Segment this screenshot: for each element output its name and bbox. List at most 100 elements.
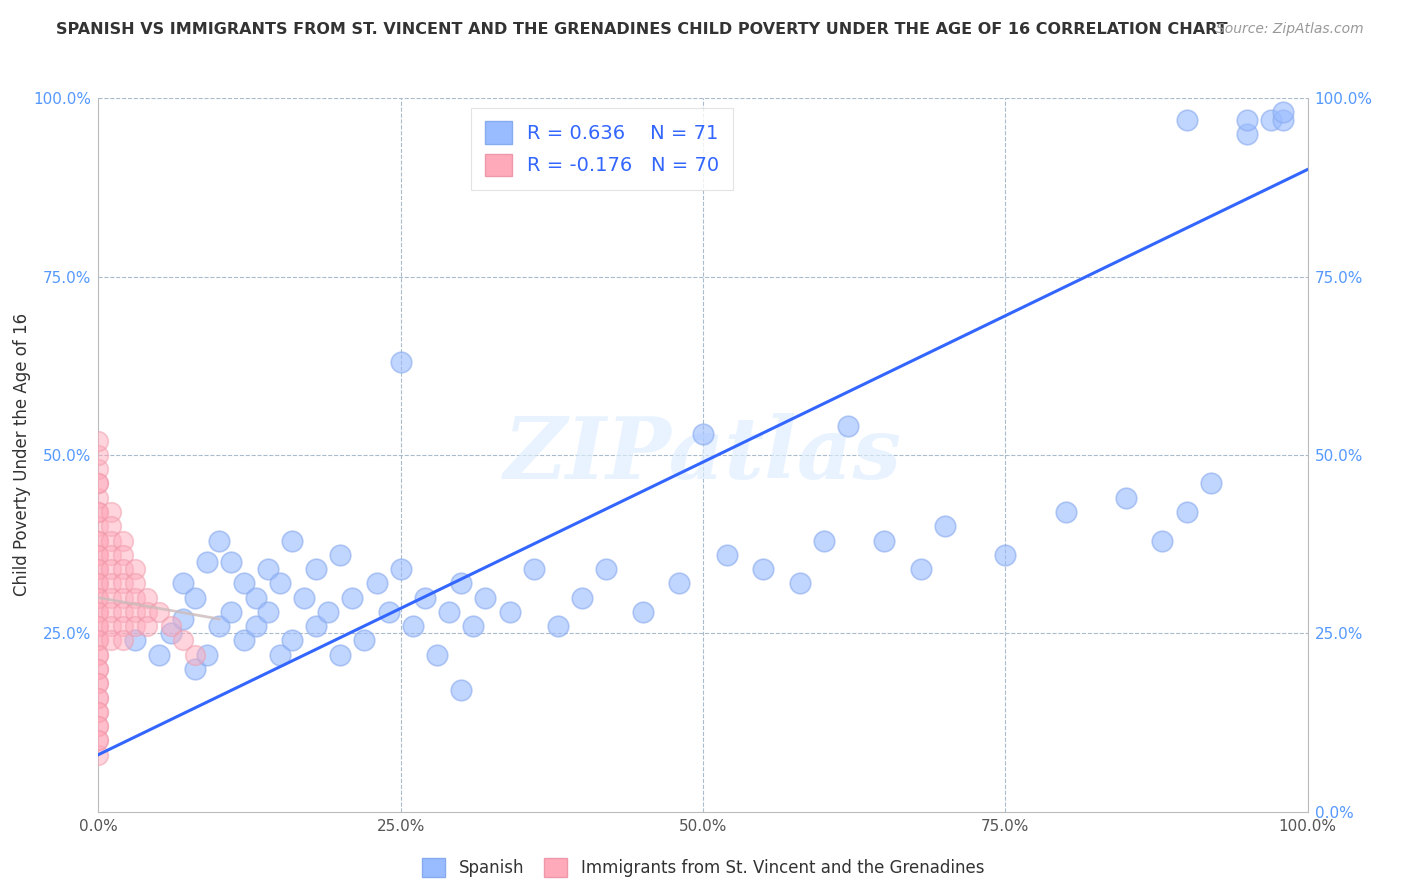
Point (87, 619, 110, 633)
Point (87, 719, 110, 733)
Point (221, 605, 243, 619)
Point (1175, 112, 1198, 127)
Point (100, 619, 122, 633)
Point (100, 591, 122, 605)
Point (111, 605, 134, 619)
Point (148, 648, 170, 662)
Point (87, 662, 110, 676)
Point (523, 562, 546, 576)
Point (87, 591, 110, 605)
Point (329, 548, 352, 562)
Point (87, 605, 110, 619)
Point (994, 548, 1017, 562)
Point (547, 619, 569, 633)
Point (124, 576, 146, 591)
Point (245, 619, 267, 633)
Point (221, 555, 243, 569)
Point (342, 591, 364, 605)
Point (413, 591, 436, 605)
Point (87, 719, 110, 733)
Point (329, 648, 352, 662)
Point (668, 576, 690, 591)
Point (208, 619, 231, 633)
Point (87, 533, 110, 548)
Point (124, 591, 146, 605)
Point (389, 562, 412, 576)
Point (87, 591, 110, 605)
Point (184, 591, 207, 605)
Point (124, 562, 146, 576)
Point (148, 605, 170, 619)
Point (87, 676, 110, 690)
Point (232, 576, 254, 591)
Point (752, 562, 775, 576)
Point (111, 548, 134, 562)
Point (1199, 476, 1222, 491)
Point (87, 505, 110, 519)
Point (87, 548, 110, 562)
Point (172, 612, 194, 626)
Point (87, 576, 110, 591)
Point (87, 705, 110, 719)
Point (111, 619, 134, 633)
Point (87, 576, 110, 591)
Point (87, 476, 110, 491)
Point (87, 733, 110, 747)
Point (111, 576, 134, 591)
Point (353, 633, 375, 648)
Point (87, 619, 110, 633)
Point (498, 605, 520, 619)
Point (87, 562, 110, 576)
Point (1236, 112, 1258, 127)
Point (87, 633, 110, 648)
Point (269, 648, 291, 662)
Point (305, 562, 328, 576)
Point (281, 533, 304, 548)
Point (813, 533, 835, 548)
Point (87, 705, 110, 719)
Point (305, 619, 328, 633)
Point (100, 505, 122, 519)
Point (135, 591, 157, 605)
Point (1236, 127, 1258, 141)
Point (316, 605, 339, 619)
Point (87, 548, 110, 562)
Point (87, 605, 110, 619)
Point (474, 591, 496, 605)
Point (124, 633, 146, 648)
Point (571, 591, 593, 605)
Point (450, 683, 472, 698)
Point (87, 505, 110, 519)
Point (873, 533, 896, 548)
Point (256, 562, 278, 576)
Point (692, 426, 714, 441)
Point (87, 462, 110, 476)
Point (184, 662, 207, 676)
Point (1272, 105, 1295, 120)
Point (100, 562, 122, 576)
Point (1054, 505, 1077, 519)
Point (195, 555, 218, 569)
Point (195, 648, 218, 662)
Point (87, 491, 110, 505)
Point (256, 605, 278, 619)
Point (631, 605, 654, 619)
Point (111, 591, 134, 605)
Point (245, 591, 267, 605)
Point (160, 619, 183, 633)
Point (232, 633, 254, 648)
Point (910, 562, 932, 576)
Point (100, 605, 122, 619)
Point (87, 633, 110, 648)
Point (87, 519, 110, 533)
Point (1272, 112, 1295, 127)
Point (87, 476, 110, 491)
Point (87, 733, 110, 747)
Point (100, 519, 122, 533)
Point (135, 619, 157, 633)
Point (1175, 505, 1198, 519)
Point (160, 626, 183, 640)
Point (172, 633, 194, 648)
Point (595, 562, 617, 576)
Point (87, 562, 110, 576)
